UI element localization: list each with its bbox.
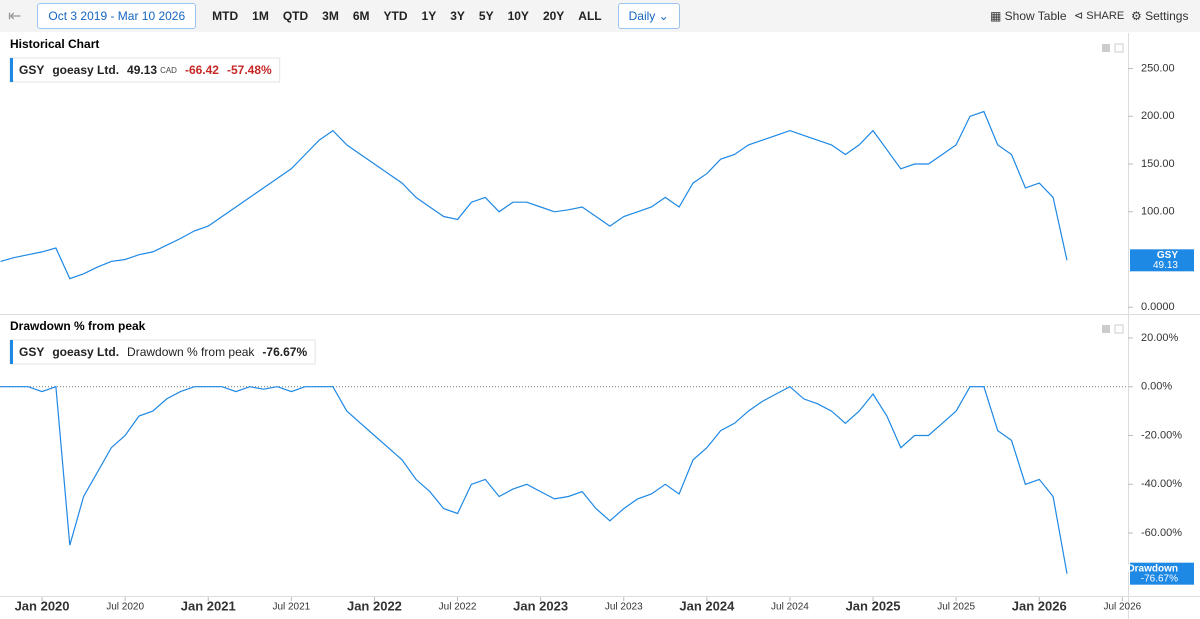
badge-bg	[1130, 562, 1194, 585]
x-tick-label: Jan 2021	[181, 598, 236, 613]
range-buttons: MTD 1M QTD 3M 6M YTD 1Y 3Y 5Y 10Y 20Y ALL	[198, 9, 601, 23]
x-tick-label: Jul 2025	[937, 602, 975, 613]
badge-name: Drawdown	[1127, 563, 1178, 574]
y-tick-label: 200.00	[1141, 110, 1175, 122]
range-button[interactable]: 10Y	[507, 9, 529, 23]
show-table[interactable]: ▦ Show Table	[990, 9, 1067, 23]
icon[interactable]	[1114, 43, 1124, 53]
x-tick-label: Jul 2026	[1103, 602, 1141, 613]
range-button[interactable]: QTD	[282, 9, 309, 23]
x-tick-label: Jul 2023	[605, 602, 643, 613]
legend-metric: Drawdown % from peak	[127, 345, 255, 359]
x-tick-label: Jul 2020	[106, 602, 144, 613]
y-tick-label: -20.00%	[1141, 429, 1182, 441]
legend: GSY goeasy Ltd. 49.13 CAD -66.42 -57.48%	[9, 57, 281, 83]
y-tick-label: 100.00	[1141, 206, 1175, 218]
y-tick-label: -60.00%	[1141, 527, 1182, 539]
y-tick-label: -40.00%	[1141, 478, 1182, 490]
collapse-icon[interactable]: ⇤	[8, 8, 22, 25]
range-button[interactable]: 1M	[252, 9, 269, 23]
panel-title: Historical Chart	[10, 37, 99, 51]
legend-box	[9, 339, 316, 365]
y-tick-label: 0.00%	[1141, 381, 1172, 393]
badge-name: GSY	[1157, 250, 1178, 261]
interval: Daily	[628, 9, 656, 23]
share[interactable]: ⊲ SHARE	[1074, 10, 1125, 22]
share-text: SHARE	[1086, 10, 1125, 22]
panel-title: Drawdown % from peak	[10, 319, 146, 333]
x-tick-label: Jan 2026	[1012, 598, 1067, 613]
x-tick-label: Jan 2025	[846, 598, 901, 613]
x-tick-label: Jan 2022	[347, 598, 402, 613]
legend-change-pct: -57.48%	[227, 63, 272, 77]
settings-text: Settings	[1145, 9, 1189, 23]
x-tick-label: Jan 2020	[15, 598, 70, 613]
interval-dropdown[interactable]: Daily ⌄	[617, 3, 680, 29]
legend-name: goeasy Ltd.	[52, 63, 119, 77]
range-button[interactable]: 6M	[352, 9, 370, 23]
legend: GSY goeasy Ltd. Drawdown % from peak -76.67…	[9, 339, 316, 365]
badge-bg	[1130, 249, 1194, 272]
range-button[interactable]: MTD	[212, 9, 239, 23]
range-button[interactable]: 3M	[322, 9, 339, 23]
date-range[interactable]: Oct 3 2019 - Mar 10 2026	[37, 3, 197, 29]
legend-change: -66.42	[185, 63, 219, 77]
range-button[interactable]: ALL	[578, 9, 602, 23]
legend-currency: CAD	[160, 66, 177, 75]
x-tick-label: Jul 2024	[771, 602, 809, 613]
badge-value: -76.67%	[1141, 573, 1178, 584]
show-table-text: Show Table	[1004, 9, 1067, 23]
y-tick-label: 250.00	[1141, 62, 1175, 74]
legend-value: -76.67%	[262, 345, 307, 359]
legend-ticker: GSY	[19, 63, 44, 77]
badge-value: 49.13	[1153, 260, 1178, 271]
y-tick-label: 150.00	[1141, 158, 1175, 170]
x-tick-label: Jan 2024	[679, 598, 735, 613]
last-value-badge: Drawdown-76.67%	[1127, 562, 1194, 585]
range-button[interactable]: 3Y	[450, 9, 465, 23]
y-tick-label: 20.00%	[1141, 332, 1179, 344]
legend-box	[9, 57, 281, 83]
icon[interactable]	[1114, 324, 1124, 334]
line	[0, 385, 1068, 574]
range-button[interactable]: 20Y	[542, 9, 565, 23]
x-tick-label: Jan 2023	[513, 598, 568, 613]
settings[interactable]: ⚙ Settings	[1131, 9, 1189, 23]
range-button[interactable]: 1Y	[421, 9, 437, 23]
toolbar: ⇤ Oct 3 2019 - Mar 10 2026 MTD 1M QTD 3M 6M Y…	[0, 0, 1200, 32]
range-button[interactable]: YTD	[383, 9, 408, 23]
chart-bg	[0, 33, 1200, 619]
x-tick-label: Jul 2022	[439, 602, 477, 613]
line	[0, 110, 1068, 280]
legend-bar	[10, 340, 13, 364]
panel-icons	[1102, 43, 1124, 334]
icon[interactable]	[1102, 44, 1110, 52]
legend-name: goeasy Ltd.	[52, 345, 119, 359]
x-tick-label: Jul 2021	[272, 602, 310, 613]
icon[interactable]	[1102, 325, 1110, 333]
legend-bar	[10, 58, 13, 82]
legend-value: 49.13	[127, 63, 157, 77]
y-tick-label: 0.0000	[1141, 301, 1175, 313]
range-button[interactable]: 5Y	[478, 9, 494, 23]
legend-ticker: GSY	[19, 345, 44, 359]
